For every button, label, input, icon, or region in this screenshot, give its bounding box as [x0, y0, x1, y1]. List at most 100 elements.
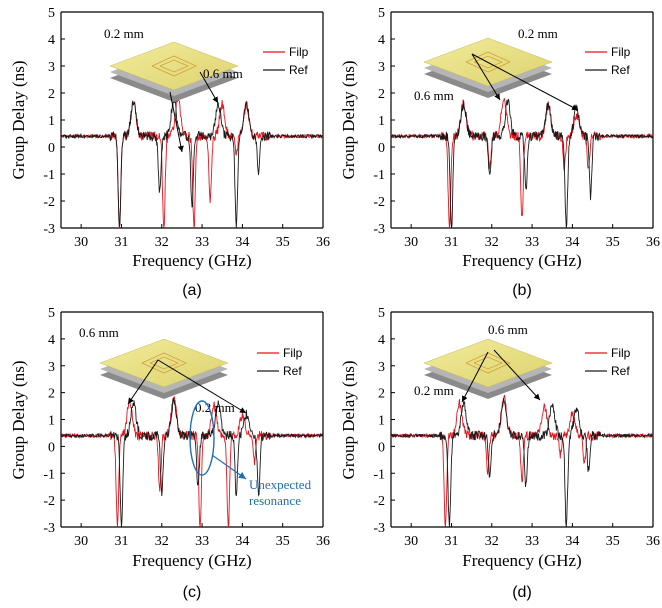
x-ticks: 30 31 32 33 34 35 36 — [404, 224, 660, 250]
x-tick-label: 30 — [74, 534, 88, 549]
x-tick-label: 33 — [525, 534, 539, 549]
annotation-resonance: resonance — [249, 493, 301, 508]
arrow-0-2mm — [169, 91, 184, 153]
legend: Filp Ref — [257, 346, 303, 378]
series-ref-line — [390, 398, 654, 528]
x-axis-label: Frequency (GHz) — [132, 551, 251, 570]
x-tick-label: 35 — [606, 534, 620, 549]
y-tick-label: 3 — [378, 60, 385, 75]
arrow-0-6mm — [471, 53, 501, 101]
annotation-unexpected: Unexpected — [249, 477, 312, 492]
y-axis-label: Group Delay (ns) — [9, 361, 28, 480]
y-tick-label: -3 — [373, 222, 385, 237]
y-tick-label: 2 — [378, 87, 385, 102]
x-tick-label: 33 — [195, 235, 209, 250]
x-tick-label: 33 — [195, 534, 209, 549]
y-axis-label: Group Delay (ns) — [339, 361, 358, 480]
resonator-pattern — [465, 352, 511, 374]
x-tick-label: 36 — [316, 235, 330, 250]
y-tick-label: -1 — [43, 467, 55, 482]
x-tick-label: 31 — [444, 534, 458, 549]
legend-ref-label: Ref — [611, 364, 630, 378]
unexpected-resonance-ellipse — [189, 400, 215, 476]
y-tick-label: 4 — [48, 333, 55, 348]
x-tick-label: 35 — [276, 235, 290, 250]
legend-ref-label: Ref — [611, 63, 630, 77]
x-axis-label: Frequency (GHz) — [462, 551, 581, 570]
x-ticks: 30 31 32 33 34 35 36 — [74, 523, 330, 549]
arrow-0-2mm — [461, 351, 489, 403]
resonator-pattern — [141, 352, 187, 374]
y-tick-label: 3 — [48, 60, 55, 75]
x-ticks: 30 31 32 33 34 35 36 — [74, 224, 330, 250]
x-tick-label: 36 — [646, 534, 660, 549]
y-tick-label: 2 — [378, 387, 385, 402]
legend-filp-label: Filp — [611, 45, 631, 59]
y-tick-label: -1 — [373, 168, 385, 183]
x-tick-label: 34 — [565, 534, 579, 549]
y-tick-label: 3 — [48, 360, 55, 375]
y-tick-label: -1 — [43, 168, 55, 183]
legend-filp-label: Filp — [611, 346, 631, 360]
x-tick-label: 32 — [485, 235, 499, 250]
x-tick-label: 35 — [276, 534, 290, 549]
arrow-0-6mm — [493, 349, 541, 401]
series-filp-line — [390, 98, 654, 229]
unexpected-resonance-arrow — [211, 454, 247, 480]
y-tick-label: 5 — [378, 6, 385, 21]
y-tick-label: -3 — [43, 222, 55, 237]
y-tick-label: 2 — [48, 387, 55, 402]
legend: Filp Ref — [263, 45, 309, 77]
board-illustration — [109, 41, 239, 102]
y-ticks: -3 -2 -1 0 1 2 3 4 5 — [43, 6, 65, 237]
y-tick-label: 1 — [378, 114, 385, 129]
y-tick-label: 4 — [378, 33, 385, 48]
y-tick-label: 0 — [378, 440, 385, 455]
y-axis-label: Group Delay (ns) — [339, 61, 358, 180]
y-tick-label: 5 — [48, 306, 55, 321]
panel-label: (c) — [183, 584, 202, 601]
annotation-0-2mm: 0.2 mm — [518, 26, 558, 41]
x-tick-label: 34 — [235, 235, 249, 250]
series-filp-line — [390, 394, 654, 527]
y-ticks: -3 -2 -1 0 1 2 3 4 5 — [373, 6, 395, 237]
y-tick-label: -3 — [373, 521, 385, 536]
legend-filp-label: Filp — [283, 346, 303, 360]
y-tick-label: -2 — [43, 494, 55, 509]
annotation-0-6mm: 0.6 mm — [414, 88, 454, 103]
board-top — [423, 338, 553, 388]
legend-filp-label: Filp — [289, 45, 309, 59]
x-tick-label: 32 — [155, 235, 169, 250]
panel-label: (d) — [512, 584, 532, 601]
y-ticks: -3 -2 -1 0 1 2 3 4 5 — [43, 306, 65, 536]
x-ticks: 30 31 32 33 34 35 36 — [404, 523, 660, 549]
legend: Filp Ref — [585, 45, 631, 77]
legend-ref-label: Ref — [283, 364, 302, 378]
series-ref-line — [390, 98, 654, 229]
series-ref-line — [60, 396, 324, 528]
x-tick-label: 31 — [114, 235, 128, 250]
arrow-0-2mm — [471, 53, 579, 111]
annotation-0-2mm: 0.2 mm — [104, 26, 144, 41]
x-tick-label: 30 — [404, 534, 418, 549]
board-top — [99, 338, 229, 388]
x-tick-label: 33 — [525, 235, 539, 250]
arrow-0-2mm — [157, 359, 247, 414]
panel-label: (b) — [512, 282, 532, 299]
x-tick-label: 31 — [444, 235, 458, 250]
y-tick-label: 5 — [378, 306, 385, 321]
y-tick-label: 0 — [48, 440, 55, 455]
x-tick-label: 36 — [316, 534, 330, 549]
y-tick-label: 2 — [48, 87, 55, 102]
annotation-0-6mm: 0.6 mm — [488, 322, 528, 337]
y-tick-label: -2 — [373, 195, 385, 210]
y-tick-label: -2 — [373, 494, 385, 509]
series-filp-line — [60, 97, 324, 229]
series-ref-line — [60, 97, 324, 229]
annotation-0-2mm: 0.2 mm — [195, 400, 235, 415]
y-tick-label: 1 — [48, 414, 55, 429]
y-tick-label: -1 — [373, 467, 385, 482]
